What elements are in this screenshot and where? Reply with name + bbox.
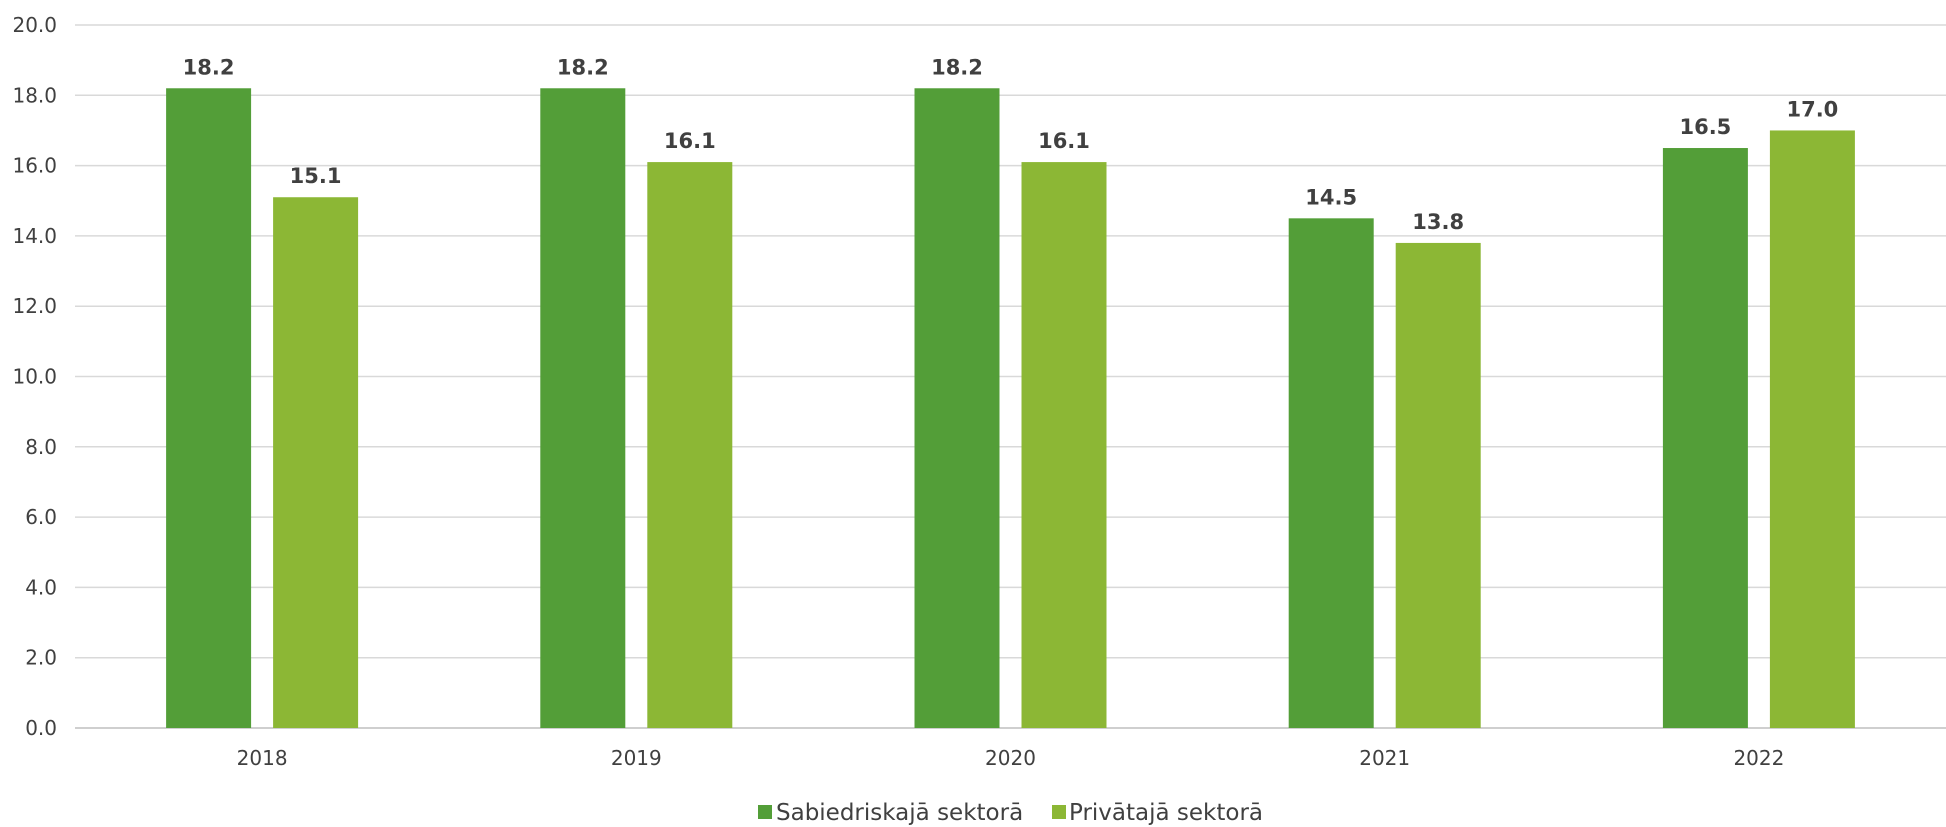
data-label: 16.1 xyxy=(1038,129,1090,153)
x-tick-label: 2018 xyxy=(237,746,288,770)
y-tick-label: 4.0 xyxy=(25,575,57,599)
x-tick-label: 2022 xyxy=(1733,746,1784,770)
y-tick-label: 12.0 xyxy=(12,294,57,318)
bar xyxy=(1021,162,1107,728)
bar xyxy=(540,88,626,728)
data-label: 17.0 xyxy=(1786,97,1838,121)
legend: Sabiedriskajā sektorā Privātajā sektorā xyxy=(758,800,1263,826)
y-tick-label: 6.0 xyxy=(25,505,57,529)
y-tick-label: 18.0 xyxy=(12,83,57,107)
y-tick-label: 14.0 xyxy=(12,224,57,248)
y-axis-ticks: 0.0 2.0 4.0 6.0 8.0 10.0 12.0 14.0 16.0 18.0 20.0 xyxy=(12,13,57,740)
bars xyxy=(166,88,1855,729)
bar xyxy=(914,88,1000,728)
y-tick-label: 16.0 xyxy=(12,154,57,178)
data-label: 13.8 xyxy=(1412,210,1464,234)
x-tick-label: 2019 xyxy=(611,746,662,770)
bar xyxy=(273,197,359,729)
legend-label: Sabiedriskajā sektorā xyxy=(776,800,1023,826)
bar xyxy=(1769,130,1855,728)
x-axis-ticks: 2018 2019 2020 2021 2022 xyxy=(237,746,1785,770)
data-label: 14.5 xyxy=(1305,185,1357,209)
x-tick-label: 2020 xyxy=(985,746,1036,770)
bar xyxy=(1395,242,1481,728)
bar xyxy=(166,88,252,728)
y-tick-label: 20.0 xyxy=(12,13,57,37)
data-labels: 18.2 15.1 18.2 16.1 18.2 16.1 14.5 13.8 16.5 17.0 xyxy=(183,55,1839,234)
data-label: 18.2 xyxy=(557,55,609,79)
bar xyxy=(647,162,733,728)
data-label: 18.2 xyxy=(183,55,235,79)
data-label: 15.1 xyxy=(290,164,342,188)
data-label: 16.1 xyxy=(664,129,716,153)
legend-label: Privātajā sektorā xyxy=(1069,800,1263,826)
x-tick-label: 2021 xyxy=(1359,746,1410,770)
data-label: 16.5 xyxy=(1679,115,1731,139)
y-tick-label: 2.0 xyxy=(25,646,57,670)
gridlines xyxy=(75,24,1946,729)
y-tick-label: 0.0 xyxy=(25,716,57,740)
y-tick-label: 10.0 xyxy=(12,365,57,389)
bar xyxy=(1288,218,1374,728)
y-tick-label: 8.0 xyxy=(25,435,57,459)
data-label: 18.2 xyxy=(931,55,983,79)
legend-swatch xyxy=(1052,805,1066,819)
legend-swatch xyxy=(758,805,772,819)
bar xyxy=(1662,148,1748,728)
